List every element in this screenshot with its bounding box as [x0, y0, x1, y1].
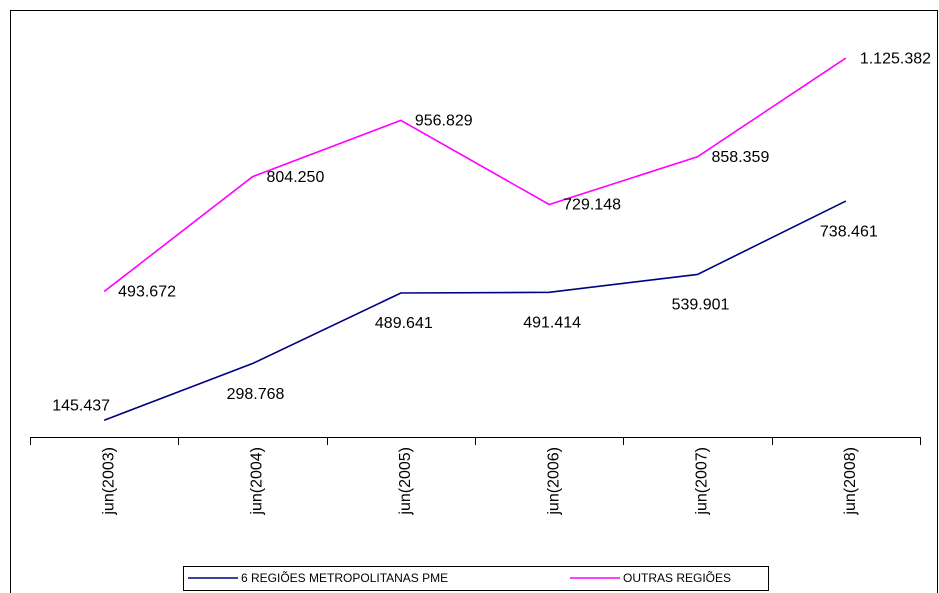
data-label: 858.359 — [712, 149, 770, 166]
x-tick-label: jun(2005) — [397, 447, 414, 516]
data-label: 493.672 — [118, 284, 176, 301]
x-tick-label: jun(2004) — [249, 447, 266, 516]
data-label: 489.641 — [375, 315, 433, 332]
legend-label: 6 REGIÕES METROPOLITANAS PME — [241, 570, 448, 585]
data-label: 738.461 — [820, 223, 878, 240]
series-line — [103, 200, 847, 421]
chart-frame — [10, 10, 938, 593]
data-label: 956.829 — [415, 113, 473, 130]
x-tick-label: jun(2007) — [694, 447, 711, 516]
data-label: 1.125.382 — [860, 50, 931, 67]
legend-box — [183, 566, 769, 591]
series-line — [103, 57, 847, 293]
data-label: 539.901 — [672, 297, 730, 314]
x-tick-label: jun(2008) — [842, 447, 859, 516]
data-label: 491.414 — [523, 315, 581, 332]
data-label: 145.437 — [52, 397, 110, 414]
data-label: 804.250 — [267, 169, 325, 186]
data-label: 729.148 — [563, 197, 621, 214]
legend-label: OUTRAS REGIÕES — [623, 570, 731, 585]
x-tick-label: jun(2006) — [545, 447, 562, 516]
data-label: 298.768 — [227, 386, 285, 403]
x-tick-label: jun(2003) — [100, 447, 117, 516]
